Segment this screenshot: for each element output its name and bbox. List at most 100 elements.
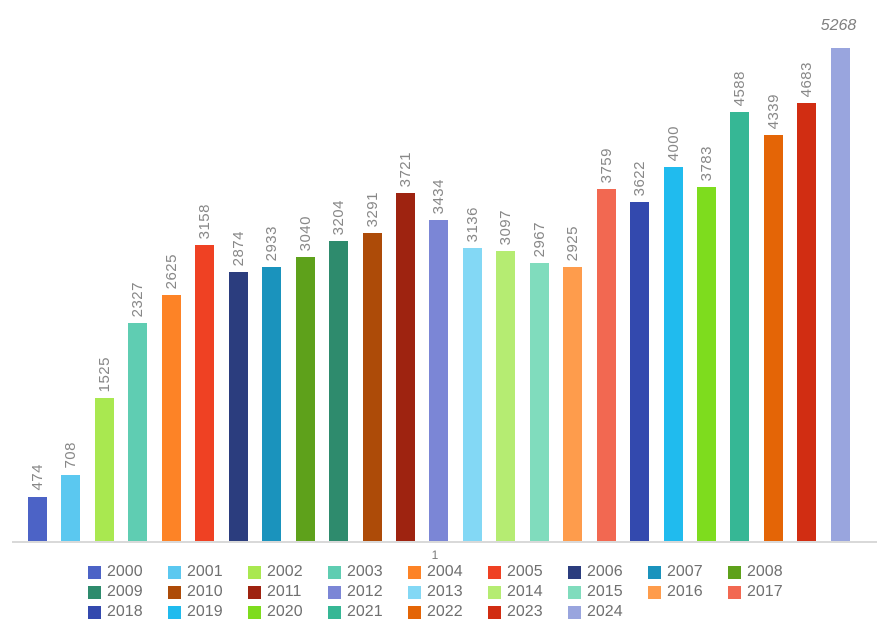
legend-item-2003[interactable]: 2003 bbox=[328, 562, 408, 582]
legend-item-2015[interactable]: 2015 bbox=[568, 582, 648, 602]
data-label-2015: 2967 bbox=[531, 221, 548, 257]
legend-item-2019[interactable]: 2019 bbox=[168, 602, 248, 622]
data-label-2006: 2874 bbox=[230, 230, 247, 266]
bar-2000[interactable] bbox=[28, 497, 47, 541]
legend-label-2005: 2005 bbox=[507, 563, 543, 580]
bar-2008[interactable] bbox=[296, 257, 315, 541]
legend-label-2004: 2004 bbox=[427, 563, 463, 580]
legend-item-2018[interactable]: 2018 bbox=[88, 602, 168, 622]
legend-swatch-2007 bbox=[648, 565, 661, 579]
legend-item-2004[interactable]: 2004 bbox=[408, 562, 488, 582]
data-label-2024: 5268 bbox=[820, 17, 857, 34]
legend-item-2023[interactable]: 2023 bbox=[488, 602, 568, 622]
legend-item-2022[interactable]: 2022 bbox=[408, 602, 488, 622]
bar-2016[interactable] bbox=[563, 267, 582, 541]
legend-item-2013[interactable]: 2013 bbox=[408, 582, 488, 602]
legend-item-2009[interactable]: 2009 bbox=[88, 582, 168, 602]
data-label-2004: 2625 bbox=[163, 253, 180, 289]
legend-item-2017[interactable]: 2017 bbox=[728, 582, 808, 602]
legend-item-2014[interactable]: 2014 bbox=[488, 582, 568, 602]
bar-2006[interactable] bbox=[229, 272, 248, 541]
legend-swatch-2020 bbox=[248, 605, 261, 619]
bar-2014[interactable] bbox=[496, 251, 515, 541]
bar-2011[interactable] bbox=[396, 193, 415, 541]
bar-2020[interactable] bbox=[697, 187, 716, 541]
legend-swatch-2021 bbox=[328, 605, 341, 619]
legend-swatch-2016 bbox=[648, 585, 661, 599]
data-label-2010: 3291 bbox=[364, 191, 381, 227]
legend-swatch-2002 bbox=[248, 565, 261, 579]
legend-label-2012: 2012 bbox=[347, 583, 383, 600]
legend-item-2016[interactable]: 2016 bbox=[648, 582, 728, 602]
data-label-2000: 474 bbox=[29, 464, 46, 491]
data-label-2005: 3158 bbox=[196, 203, 213, 239]
legend-label-2006: 2006 bbox=[587, 563, 623, 580]
bar-2022[interactable] bbox=[764, 135, 783, 541]
legend-item-2006[interactable]: 2006 bbox=[568, 562, 648, 582]
data-label-2020: 3783 bbox=[698, 145, 715, 181]
data-label-2012: 3434 bbox=[430, 178, 447, 214]
legend-item-2012[interactable]: 2012 bbox=[328, 582, 408, 602]
legend-item-2007[interactable]: 2007 bbox=[648, 562, 728, 582]
bar-2010[interactable] bbox=[363, 233, 382, 541]
data-label-2016: 2925 bbox=[564, 225, 581, 261]
bar-2015[interactable] bbox=[530, 263, 549, 541]
legend-label-2019: 2019 bbox=[187, 603, 223, 620]
legend-swatch-2023 bbox=[488, 605, 501, 619]
legend-swatch-2011 bbox=[248, 585, 261, 599]
legend-label-2007: 2007 bbox=[667, 563, 703, 580]
legend-label-2021: 2021 bbox=[347, 603, 383, 620]
legend-label-2009: 2009 bbox=[107, 583, 143, 600]
bar-2003[interactable] bbox=[128, 323, 147, 541]
legend-item-2011[interactable]: 2011 bbox=[248, 582, 328, 602]
bar-2018[interactable] bbox=[630, 202, 649, 541]
legend-label-2000: 2000 bbox=[107, 563, 143, 580]
legend-label-2024: 2024 bbox=[587, 603, 623, 620]
legend-swatch-2000 bbox=[88, 565, 101, 579]
legend-label-2001: 2001 bbox=[187, 563, 223, 580]
legend-swatch-2019 bbox=[168, 605, 181, 619]
data-label-2023: 4683 bbox=[798, 61, 815, 97]
legend-label-2018: 2018 bbox=[107, 603, 143, 620]
legend-swatch-2008 bbox=[728, 565, 741, 579]
bar-2017[interactable] bbox=[597, 189, 616, 541]
bar-2009[interactable] bbox=[329, 241, 348, 541]
bar-2013[interactable] bbox=[463, 248, 482, 541]
legend-swatch-2015 bbox=[568, 585, 581, 599]
legend-swatch-2005 bbox=[488, 565, 501, 579]
legend-label-2008: 2008 bbox=[747, 563, 783, 580]
legend-item-2005[interactable]: 2005 bbox=[488, 562, 568, 582]
legend-item-2024[interactable]: 2024 bbox=[568, 602, 648, 622]
legend-label-2003: 2003 bbox=[347, 563, 383, 580]
legend-swatch-2017 bbox=[728, 585, 741, 599]
legend-item-2002[interactable]: 2002 bbox=[248, 562, 328, 582]
data-label-2007: 2933 bbox=[263, 225, 280, 261]
legend-item-2008[interactable]: 2008 bbox=[728, 562, 808, 582]
bar-2005[interactable] bbox=[195, 245, 214, 541]
legend-label-2011: 2011 bbox=[267, 583, 302, 600]
bar-2023[interactable] bbox=[797, 103, 816, 541]
bar-2001[interactable] bbox=[61, 475, 80, 541]
legend-item-2010[interactable]: 2010 bbox=[168, 582, 248, 602]
bar-2002[interactable] bbox=[95, 398, 114, 541]
bar-2019[interactable] bbox=[664, 167, 683, 541]
bar-2004[interactable] bbox=[162, 295, 181, 541]
legend-label-2014: 2014 bbox=[507, 583, 543, 600]
legend-item-2020[interactable]: 2020 bbox=[248, 602, 328, 622]
legend-label-2016: 2016 bbox=[667, 583, 703, 600]
legend-swatch-2001 bbox=[168, 565, 181, 579]
legend-swatch-2003 bbox=[328, 565, 341, 579]
bar-2021[interactable] bbox=[730, 112, 749, 541]
legend-item-2021[interactable]: 2021 bbox=[328, 602, 408, 622]
bar-2007[interactable] bbox=[262, 267, 281, 541]
x-axis-line bbox=[12, 541, 877, 543]
bar-2012[interactable] bbox=[429, 220, 448, 541]
legend-item-2001[interactable]: 2001 bbox=[168, 562, 248, 582]
legend-swatch-2024 bbox=[568, 605, 581, 619]
category-axis-label: 1 bbox=[431, 548, 439, 562]
legend-item-2000[interactable]: 2000 bbox=[88, 562, 168, 582]
legend-swatch-2013 bbox=[408, 585, 421, 599]
bar-2024[interactable] bbox=[831, 48, 850, 541]
legend: 2000 2001 2002 2003 2004 2005 2006 2007 2008 2009… bbox=[88, 562, 816, 622]
legend-label-2022: 2022 bbox=[427, 603, 463, 620]
